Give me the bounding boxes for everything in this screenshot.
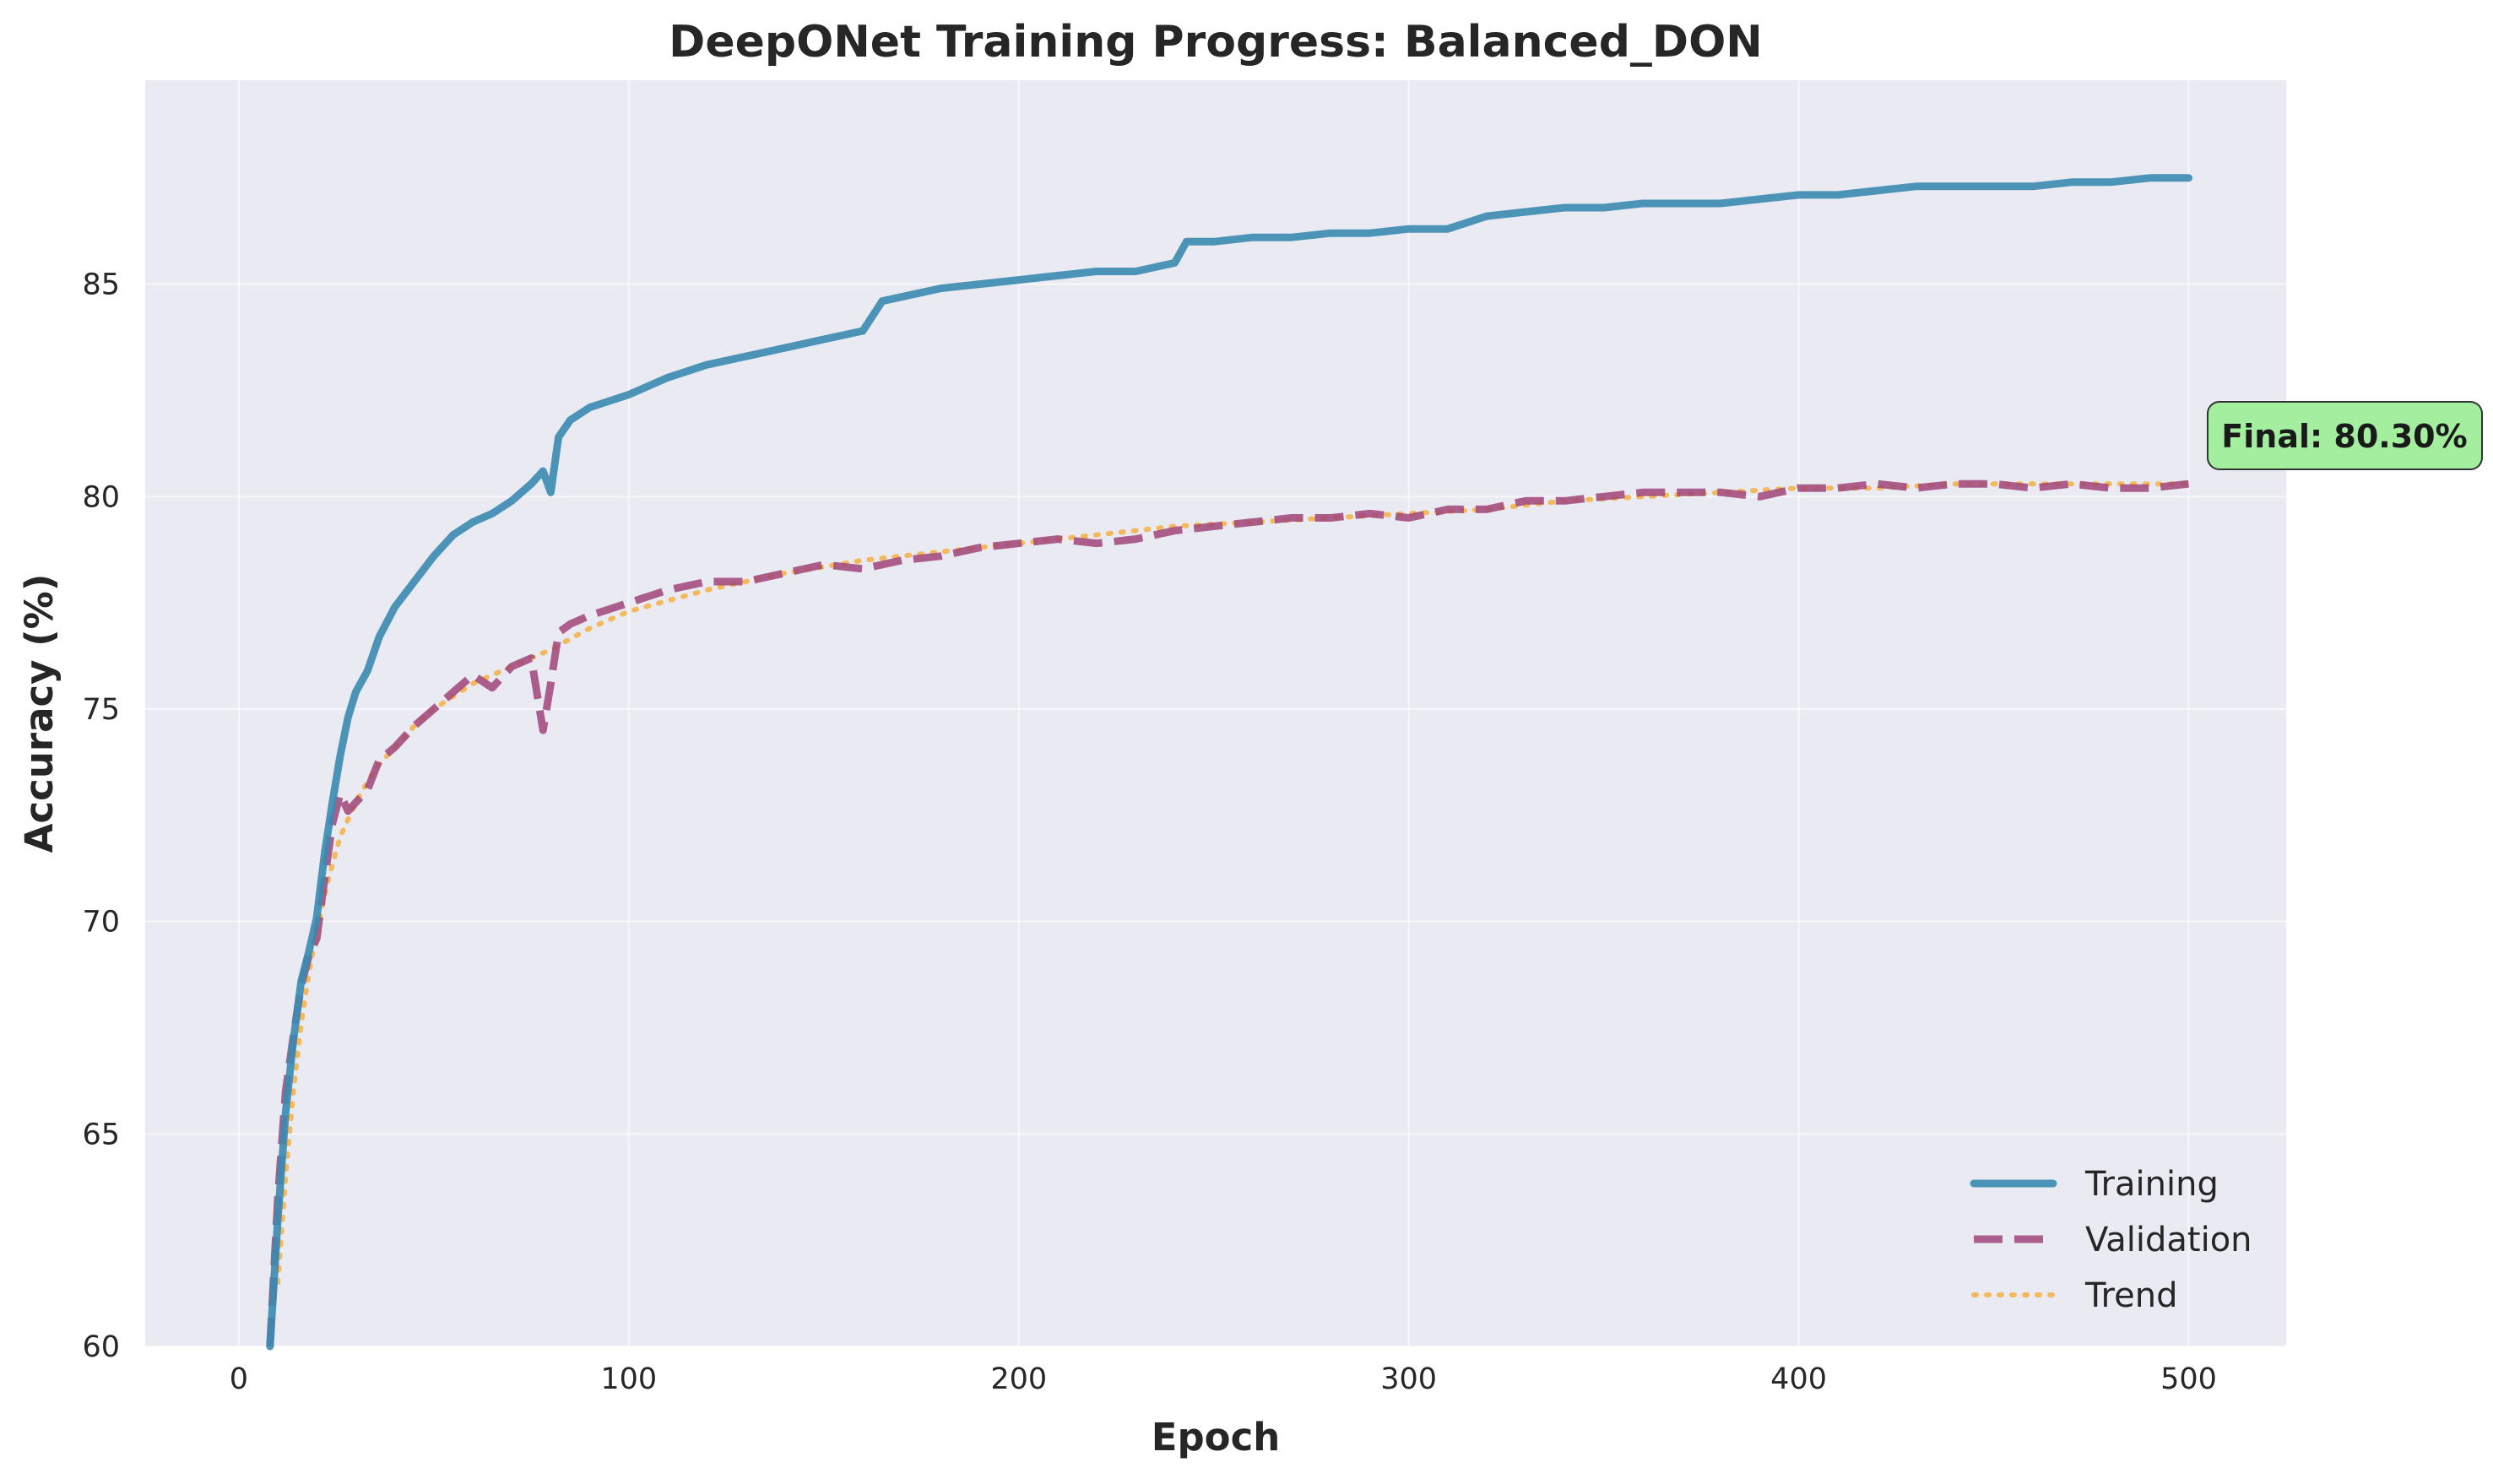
legend-label-validation: Validation [2085, 1221, 2252, 1259]
legend: Training Validation Trend [1970, 1165, 2252, 1315]
y-tick-label: 60 [82, 1330, 120, 1364]
x-tick-label: 500 [2160, 1362, 2217, 1396]
y-axis-ticks: 60 65 70 75 80 85 [82, 268, 120, 1364]
y-tick-label: 75 [82, 693, 120, 727]
x-axis-ticks: 0 100 200 300 400 500 [230, 1362, 2217, 1396]
final-annotation: Final: 80.30% [2207, 401, 2483, 470]
series-validation-line [266, 479, 2189, 1347]
legend-label-training: Training [2084, 1165, 2219, 1204]
series-layer [266, 174, 2192, 1351]
y-tick-label: 85 [82, 268, 120, 302]
y-tick-label: 65 [82, 1118, 120, 1151]
legend-label-trend: Trend [2084, 1276, 2177, 1315]
final-annotation-text: Final: 80.30% [2221, 418, 2467, 455]
x-tick-label: 300 [1380, 1362, 1437, 1396]
x-tick-label: 100 [600, 1362, 657, 1396]
x-axis-label: Epoch [1152, 1415, 1281, 1460]
x-tick-label: 0 [230, 1362, 248, 1396]
grid [145, 80, 2286, 1347]
plot-area [145, 80, 2286, 1346]
x-tick-label: 200 [990, 1362, 1047, 1396]
series-training-line [266, 174, 2192, 1351]
series-trend-line [275, 481, 2192, 1286]
chart-title: DeepONet Training Progress: Balanced_DON [669, 17, 1763, 68]
x-tick-label: 400 [1770, 1362, 1827, 1396]
y-axis-label: Accuracy (%) [17, 574, 62, 853]
y-tick-label: 70 [82, 906, 120, 940]
y-tick-label: 80 [82, 480, 120, 514]
final-annotation-box [2207, 401, 2483, 470]
